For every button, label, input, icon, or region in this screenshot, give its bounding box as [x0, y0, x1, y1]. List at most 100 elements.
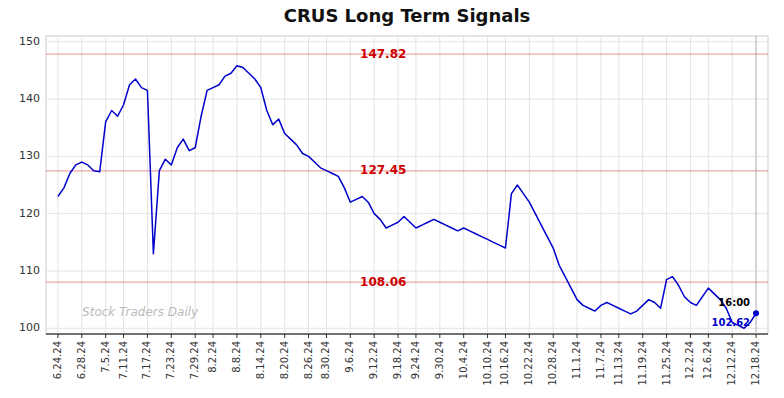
x-tick [415, 334, 416, 338]
x-tick [553, 334, 554, 338]
x-tick [398, 334, 399, 338]
reference-line [46, 170, 768, 171]
x-grid-line [439, 36, 440, 334]
x-grid-line [284, 36, 285, 334]
x-tick-label: 12.2.24 [684, 341, 695, 379]
x-grid-line [529, 36, 530, 334]
x-tick-label: 9.30.24 [434, 341, 445, 379]
reference-label: 127.45 [360, 163, 406, 177]
x-grid-line [81, 36, 82, 334]
x-grid-line [57, 36, 58, 334]
x-tick [732, 334, 733, 338]
x-grid-line [732, 36, 733, 334]
x-tick-label: 7.5.24 [100, 341, 111, 373]
y-grid-line [46, 156, 768, 157]
x-tick [756, 334, 757, 338]
x-grid-line [213, 36, 214, 334]
reference-line [46, 281, 768, 282]
end-label: 16:00 [718, 297, 750, 308]
x-tick-label: 8.20.24 [279, 341, 290, 379]
end-label: 102.62 [711, 317, 750, 328]
x-tick [213, 334, 214, 338]
axes: 1001101201301401506.24.246.28.247.5.247.… [19, 35, 768, 386]
watermark: Stock Traders Daily [82, 305, 199, 319]
x-tick [123, 334, 124, 338]
x-tick-label: 11.25.24 [661, 341, 672, 386]
x-tick-label: 7.29.24 [189, 341, 200, 379]
labels: 147.82 127.45 108.06 16:00 102.62 Stock Trade… [82, 47, 750, 329]
x-grid-line [195, 36, 196, 334]
x-grid-line [326, 36, 327, 334]
x-grid-line [505, 36, 506, 334]
x-grid-line [308, 36, 309, 334]
x-tick [690, 334, 691, 338]
y-grid-line [46, 213, 768, 214]
y-tick-label: 150 [19, 35, 40, 48]
x-grid-line [105, 36, 106, 334]
end-line [756, 36, 757, 334]
plot-area [46, 36, 768, 334]
x-tick-label: 11.19.24 [637, 341, 648, 386]
x-grid-line [123, 36, 124, 334]
x-tick-label: 10.10.24 [482, 341, 493, 386]
x-grid-line [398, 36, 399, 334]
x-tick [308, 334, 309, 338]
x-grid-line [147, 36, 148, 334]
y-tick-label: 100 [19, 321, 40, 334]
x-tick-label: 10.22.24 [523, 341, 534, 386]
x-tick [374, 334, 375, 338]
x-tick [195, 334, 196, 338]
x-tick [708, 334, 709, 338]
x-grid-line [690, 36, 691, 334]
x-grid-line [415, 36, 416, 334]
x-tick-label: 12.12.24 [726, 341, 737, 386]
reference-label: 108.06 [360, 275, 406, 289]
x-grid-line [553, 36, 554, 334]
x-tick-label: 11.1.24 [571, 341, 582, 379]
x-tick [147, 334, 148, 338]
x-tick [642, 334, 643, 338]
x-tick [577, 334, 578, 338]
x-grid-line [374, 36, 375, 334]
x-tick-label: 9.12.24 [368, 341, 379, 379]
x-grid-line [487, 36, 488, 334]
y-grid-line [46, 41, 768, 42]
x-tick [600, 334, 601, 338]
x-tick-label: 6.28.24 [76, 341, 87, 379]
chart: 1001101201301401506.24.246.28.247.5.247.… [0, 0, 784, 398]
reference-label: 147.82 [360, 47, 406, 61]
x-tick-label: 7.17.24 [141, 341, 152, 379]
x-tick [505, 334, 506, 338]
x-grid-line [756, 36, 757, 334]
title: CRUS Long Term Signals [284, 5, 531, 26]
y-grid-line [46, 328, 768, 329]
x-tick [618, 334, 619, 338]
x-tick-label: 9.18.24 [392, 341, 403, 379]
x-grid-line [171, 36, 172, 334]
x-tick [666, 334, 667, 338]
x-tick-label: 6.24.24 [52, 341, 63, 379]
x-tick-label: 8.30.24 [320, 341, 331, 379]
reference-line [46, 54, 768, 55]
x-tick-label: 8.26.24 [303, 341, 314, 379]
x-tick [171, 334, 172, 338]
grid [46, 36, 768, 334]
x-grid-line [260, 36, 261, 334]
x-tick-label: 8.14.24 [255, 341, 266, 379]
x-grid-line [642, 36, 643, 334]
x-tick [529, 334, 530, 338]
x-tick [326, 334, 327, 338]
x-tick-label: 12.6.24 [702, 341, 713, 379]
x-tick-label: 12.18.24 [750, 341, 761, 386]
x-tick-label: 7.11.24 [118, 341, 129, 379]
x-grid-line [236, 36, 237, 334]
y-tick-label: 120 [19, 207, 40, 220]
x-tick [260, 334, 261, 338]
y-tick-label: 130 [19, 149, 40, 162]
end-dot [753, 310, 759, 316]
price-line [58, 66, 756, 328]
x-tick [439, 334, 440, 338]
x-tick-label: 8.2.24 [207, 341, 218, 373]
plot-frame [46, 36, 768, 334]
x-tick-label: 10.28.24 [547, 341, 558, 386]
